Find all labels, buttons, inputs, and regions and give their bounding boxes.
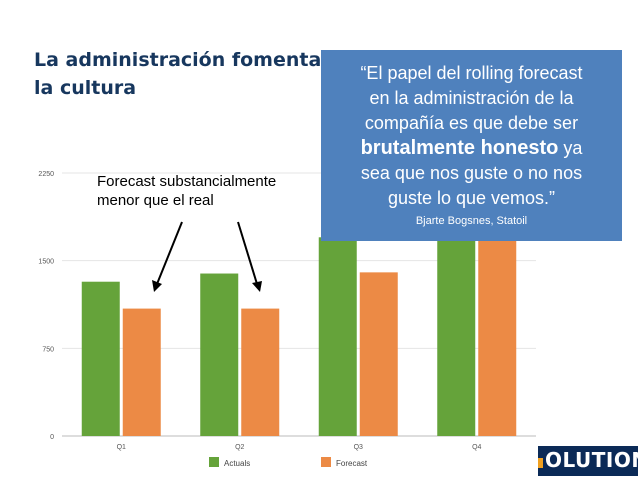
chart-legend: Actuals Forecast [209, 457, 368, 468]
quote-highlight-after: ya [558, 138, 583, 158]
title-line-2: la cultura [34, 77, 137, 99]
quote-line-3: compañía es que debe ser [364, 113, 579, 133]
bar-q4-actuals [437, 220, 476, 436]
quote-line-5: sea que nos guste o no nos [360, 163, 583, 183]
bar-q2-actuals [200, 273, 239, 436]
callout-arrows [152, 221, 262, 292]
bar-q3-actuals [318, 237, 357, 436]
quote-box: “El papel del rolling forecast en la adm… [321, 50, 622, 241]
arrow-head-q2 [252, 281, 262, 292]
bar-q1-forecast [122, 308, 161, 436]
y-tick-label: 2250 [38, 171, 54, 178]
arrow-to-q2-forecast [237, 221, 258, 285]
quote-author: Bjarte Bogsnes, Statoil [415, 215, 528, 227]
x-tick-label: Q3 [354, 444, 363, 451]
x-axis-labels: Q1 Q2 Q3 Q4 [117, 444, 482, 451]
company-logo: OLUTION [538, 446, 638, 476]
quote-line-1: “El papel del rolling forecast [360, 63, 583, 83]
legend-swatch-actuals [209, 457, 219, 467]
legend-label-forecast: Forecast [336, 459, 368, 468]
title-line-1: La administración fomenta [34, 49, 322, 71]
arrow-head-q1 [152, 280, 162, 292]
x-tick-label: Q2 [235, 444, 244, 451]
quote-line-2: en la administración de la [369, 88, 574, 108]
bar-q4-forecast [478, 230, 517, 436]
logo-text: OLUTION [545, 448, 638, 472]
callout-line-1: Forecast substancialmente [97, 173, 277, 190]
arrow-to-q1-forecast [156, 221, 183, 285]
bar-q1-actuals [81, 281, 120, 436]
legend-swatch-forecast [321, 457, 331, 467]
logo-accent [538, 458, 543, 468]
bar-q2-forecast [241, 308, 280, 436]
callout-text: Forecast substancialmente menor que el r… [97, 172, 276, 210]
y-tick-label: 0 [50, 434, 54, 441]
callout-line-2: menor que el real [97, 192, 214, 209]
legend-label-actuals: Actuals [224, 459, 250, 468]
chart-bars [81, 220, 517, 436]
y-tick-label: 750 [42, 346, 54, 353]
quote-line-6: guste lo que vemos.” [387, 188, 556, 208]
x-tick-label: Q1 [117, 444, 126, 451]
x-tick-label: Q4 [472, 444, 481, 451]
quote-line-4: brutalmente honesto ya [321, 136, 622, 161]
slide-title: La administración fomenta la cultura [34, 46, 324, 102]
y-tick-label: 1500 [38, 259, 54, 266]
bar-q3-forecast [359, 272, 398, 436]
quote-highlight: brutalmente honesto [360, 137, 559, 159]
